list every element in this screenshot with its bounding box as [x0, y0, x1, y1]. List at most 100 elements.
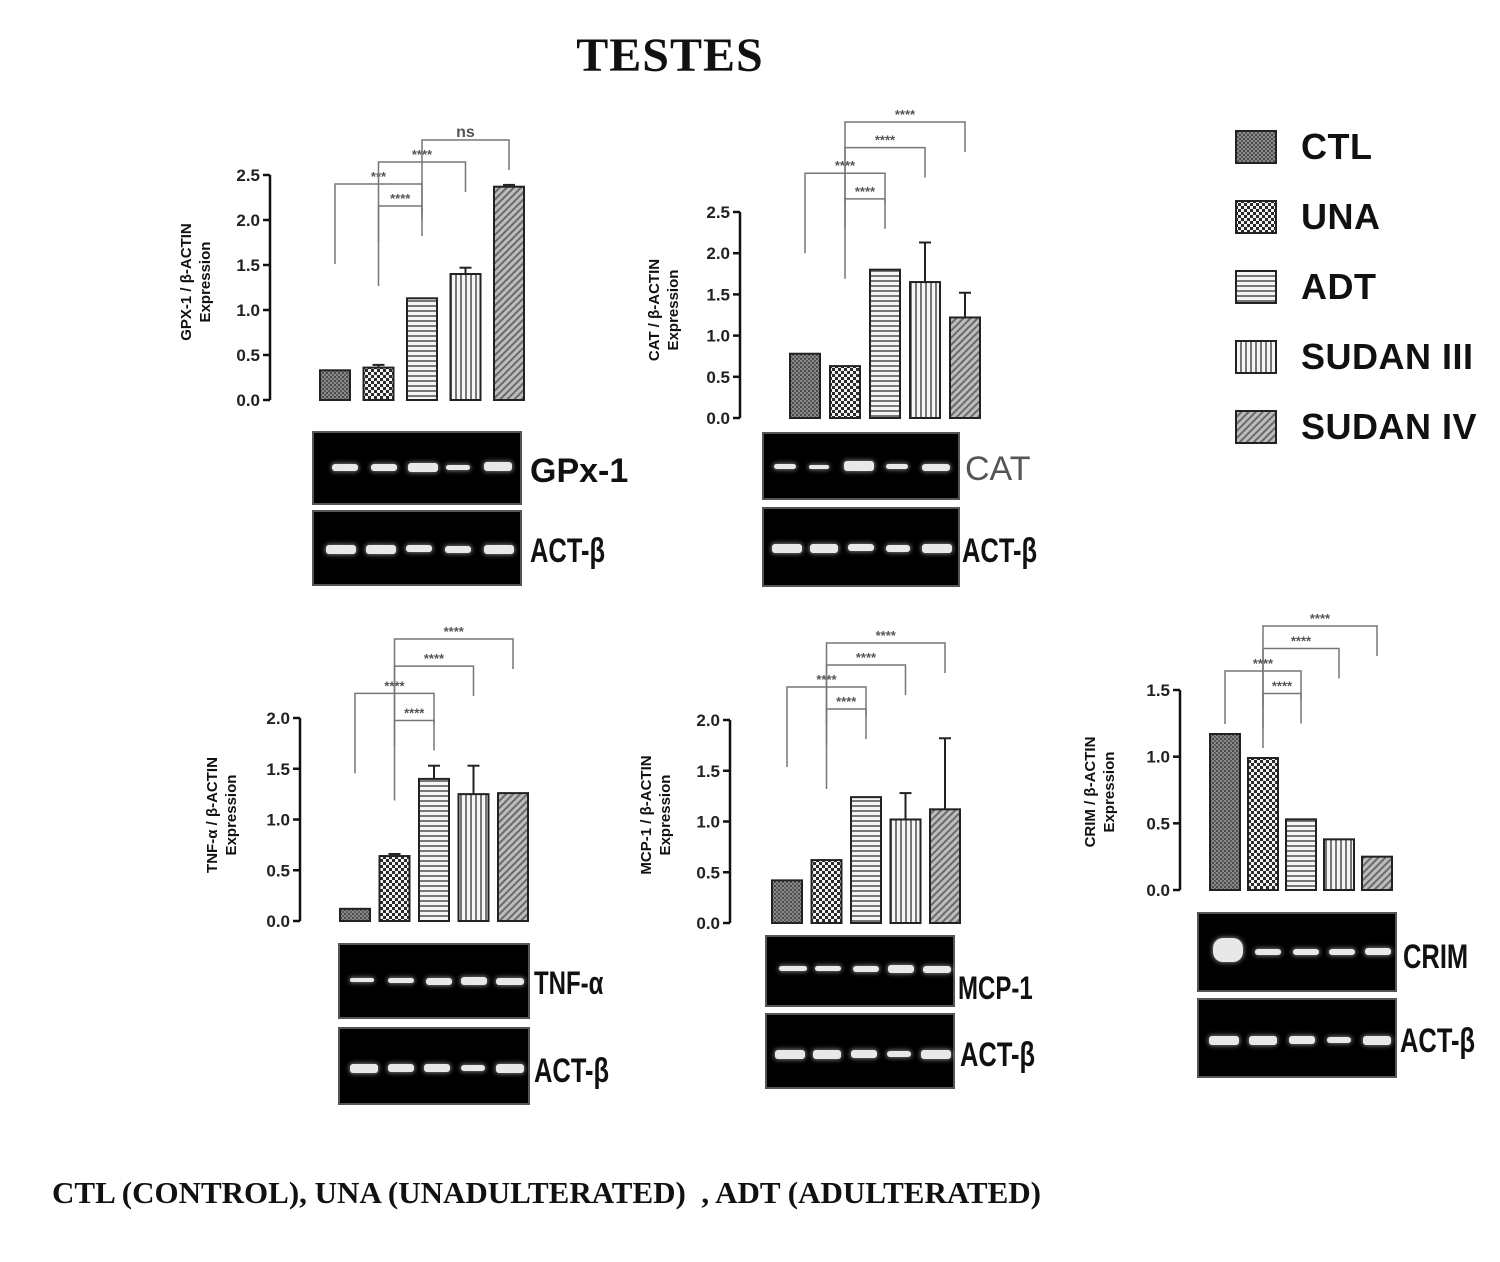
bar-sudan-iv [929, 808, 961, 925]
chart-tnf-alpha: 0.00.51.01.52.0 **************** [266, 625, 529, 931]
bar-una [810, 859, 843, 925]
gel-band [424, 1064, 450, 1072]
significance-bracket [421, 139, 510, 220]
gel-band [1365, 948, 1391, 955]
legend-item-sudan-iv: SUDAN IV [1235, 392, 1477, 462]
gel-blot-mcp1-reference [765, 1013, 955, 1089]
legend-swatch-dots [1235, 130, 1277, 164]
y-tick-label: 2.5 [706, 203, 730, 222]
bar-sudan-iv [493, 185, 525, 401]
y-tick-label: 0.0 [696, 914, 720, 933]
gel-label-crim: CRIM [1403, 938, 1469, 976]
gel-band [496, 978, 524, 985]
y-axis-label-line-2: Expression [197, 241, 214, 323]
legend-label: SUDAN III [1301, 336, 1474, 377]
legend-item-sudan-iii: SUDAN III [1235, 322, 1477, 392]
y-tick-label: 2.0 [236, 211, 260, 230]
gel-band [813, 1050, 841, 1059]
y-axis-label-gpx1: GPX-1 / β-ACTIN Expression [177, 102, 215, 462]
bar-sudan-iv [497, 792, 529, 922]
y-axis-label-line-1: GPX-1 / β-ACTIN [178, 223, 195, 341]
y-tick-label: 0.0 [236, 391, 260, 410]
gel-band [851, 1050, 877, 1058]
bar-ctl [789, 352, 821, 419]
y-tick-label: 2.5 [236, 166, 260, 185]
footnote: CTL (CONTROL), UNA (UNADULTERATED) , ADT… [52, 1175, 1041, 1210]
y-axis-label-line-2: Expression [223, 774, 240, 856]
gel-band [772, 544, 802, 553]
gel-label-tnf-alpha-reference: ACT-β [534, 1052, 610, 1090]
gel-band [815, 966, 841, 971]
gel-band [461, 1065, 485, 1071]
y-tick-label: 1.5 [696, 762, 720, 781]
y-tick-label: 1.0 [236, 301, 260, 320]
gel-band [371, 464, 397, 471]
y-axis-label-tnf-alpha: TNF-α / β-ACTIN Expression [203, 635, 241, 995]
gel-band [886, 464, 908, 469]
y-tick-label: 0.5 [236, 346, 260, 365]
gel-blot-cat-reference [762, 507, 960, 587]
gel-blot-mcp1-target [765, 935, 955, 1007]
significance-label: **** [424, 651, 445, 666]
gel-band [1249, 1036, 1277, 1045]
gel-band [1329, 949, 1355, 955]
y-tick-label: 1.0 [1146, 748, 1170, 767]
significance-label: ns [456, 124, 475, 141]
significance-label: **** [836, 694, 857, 709]
bar-adt [1285, 818, 1317, 891]
significance-bracket [393, 719, 435, 801]
gel-band [366, 545, 396, 554]
gel-band [848, 544, 874, 551]
gel-band [1293, 949, 1319, 955]
bar-sudan-iii [457, 793, 490, 922]
bar-sudan-iii [889, 818, 922, 924]
significance-label: **** [1291, 634, 1312, 649]
significance-bracket [393, 638, 514, 719]
legend-label: ADT [1301, 266, 1377, 307]
gel-label-tnf-alpha: TNF-α [534, 965, 604, 1001]
bar-ctl [1209, 733, 1241, 891]
gel-band [922, 464, 950, 471]
bar-adt [850, 796, 882, 924]
y-tick-label: 1.5 [706, 285, 730, 304]
y-tick-label: 0.0 [706, 409, 730, 428]
legend-item-ctl: CTL [1235, 112, 1477, 182]
gel-band [426, 978, 452, 985]
gel-band [809, 465, 829, 469]
bar-adt [406, 297, 438, 401]
y-tick-label: 0.0 [1146, 881, 1170, 900]
gel-band [388, 1064, 414, 1072]
chart-mcp1: 0.00.51.01.52.0**************** [696, 628, 961, 933]
significance-bracket [1262, 625, 1378, 706]
gel-band [1289, 1036, 1315, 1044]
y-tick-label: 0.0 [266, 912, 290, 931]
significance-label: **** [855, 184, 876, 199]
gel-band [461, 977, 487, 985]
y-tick-label: 2.0 [706, 244, 730, 263]
gel-band [810, 544, 838, 553]
gel-label-mcp1-reference: ACT-β [960, 1036, 1036, 1074]
gel-band [922, 544, 952, 553]
bar-sudan-iv [949, 316, 981, 419]
significance-label: **** [856, 650, 877, 665]
gel-band [775, 1050, 805, 1059]
legend-item-adt: ADT [1235, 252, 1477, 322]
significance-bracket [377, 205, 423, 286]
y-tick-label: 0.5 [1146, 814, 1170, 833]
legend-swatch-hlines [1235, 270, 1277, 304]
gel-band [484, 462, 512, 471]
gel-band [1363, 1036, 1391, 1045]
significance-label: **** [1310, 611, 1331, 626]
gel-label-crim-reference: ACT-β [1400, 1022, 1476, 1060]
gel-band [1255, 949, 1281, 955]
gel-band [1327, 1037, 1351, 1043]
significance-label: **** [895, 110, 916, 122]
significance-label: **** [390, 191, 411, 206]
gel-band [388, 978, 414, 983]
significance-label: **** [404, 706, 425, 721]
y-tick-label: 1.5 [1146, 681, 1170, 700]
bar-una [378, 855, 411, 922]
gel-band [779, 966, 807, 971]
bar-ctl [339, 907, 371, 923]
gel-band [326, 545, 356, 554]
